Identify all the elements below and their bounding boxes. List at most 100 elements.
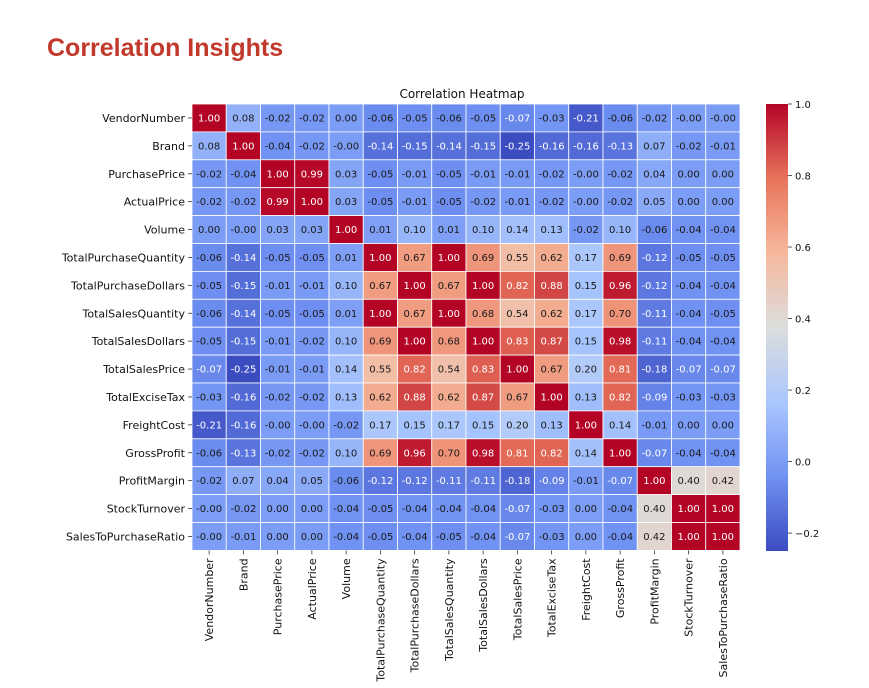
heatmap-cell-value: 0.88: [403, 392, 425, 403]
x-tick-label: TotalPurchaseDollars: [409, 558, 422, 673]
heatmap-cell: [362, 131, 398, 161]
heatmap-cell: [499, 522, 535, 551]
heatmap-cell: [260, 494, 296, 523]
heatmap-cell: [191, 298, 227, 328]
heatmap-cell: [465, 354, 501, 384]
heatmap-cell-value: -0.04: [676, 225, 702, 236]
heatmap-cell-value: -0.01: [265, 281, 291, 292]
heatmap-cell-value: -0.18: [641, 365, 667, 376]
heatmap-cell-value: 0.40: [677, 476, 699, 487]
heatmap-cell-value: -0.01: [641, 420, 667, 431]
heatmap-cell-value: -0.04: [710, 337, 736, 348]
heatmap-cell-value: -0.11: [641, 337, 667, 348]
heatmap-cell-value: -0.12: [641, 281, 667, 292]
heatmap-cell-value: 0.81: [506, 448, 528, 459]
heatmap-cell-value: -0.21: [573, 113, 599, 124]
heatmap-cell-value: -0.06: [641, 225, 667, 236]
x-tick-label: VendorNumber: [203, 558, 216, 641]
heatmap-cell-value: -0.05: [367, 504, 393, 515]
heatmap-cell-value: -0.21: [196, 420, 222, 431]
heatmap-cell-value: -0.00: [676, 113, 702, 124]
heatmap-cell: [534, 494, 570, 523]
heatmap-cell: [294, 326, 330, 356]
heatmap-cell: [260, 131, 296, 161]
heatmap-cell-value: 0.67: [403, 253, 425, 264]
heatmap-cell: [534, 159, 570, 189]
heatmap-cell: [636, 410, 672, 440]
heatmap-cell-value: 0.98: [472, 448, 494, 459]
heatmap-cell: [397, 187, 433, 216]
heatmap-cell-value: -0.12: [367, 476, 393, 487]
heatmap-cell-value: 0.14: [335, 365, 357, 376]
heatmap-cell: [636, 354, 672, 384]
heatmap-cell: [225, 131, 261, 161]
heatmap-cell-value: 1.00: [369, 253, 391, 264]
heatmap-cell: [534, 270, 570, 300]
heatmap-cell-value: 0.55: [506, 253, 528, 264]
heatmap-cell: [636, 159, 672, 189]
heatmap-cell-value: -0.03: [676, 392, 702, 403]
heatmap-cell-value: 0.13: [335, 392, 357, 403]
heatmap-cell-value: 0.15: [575, 281, 597, 292]
chart-title: Correlation Heatmap: [399, 87, 524, 101]
heatmap-cell: [328, 270, 364, 300]
heatmap-cell-value: 0.04: [643, 169, 665, 180]
heatmap-cell-value: -0.04: [265, 141, 291, 152]
heatmap-cell-value: -0.05: [196, 337, 222, 348]
heatmap-cell: [431, 522, 467, 551]
x-tick-label: TotalSalesQuantity: [443, 558, 456, 662]
heatmap-cell: [705, 215, 741, 244]
heatmap-cell: [465, 131, 501, 161]
x-tick-label: Volume: [340, 558, 353, 599]
heatmap-cell-value: 0.03: [266, 225, 288, 236]
x-tick-label: Brand: [237, 558, 250, 591]
heatmap-cell: [705, 438, 741, 468]
heatmap-cell-value: -0.04: [676, 337, 702, 348]
heatmap-cell-value: -0.06: [367, 113, 393, 124]
heatmap-cell: [328, 354, 364, 384]
heatmap-cell: [328, 326, 364, 356]
heatmap-cell: [362, 382, 398, 412]
y-tick-label: GrossProfit: [125, 447, 185, 460]
heatmap-cell-value: -0.15: [230, 337, 256, 348]
y-tick-label: TotalSalesPrice: [102, 363, 185, 376]
heatmap-cell-value: -0.14: [436, 141, 462, 152]
heatmap-cell: [499, 494, 535, 523]
heatmap-cell-value: 0.10: [403, 225, 425, 236]
heatmap-cell-value: -0.02: [607, 169, 633, 180]
x-axis-labels: VendorNumber Brand PurchasePrice ActualPric…: [203, 550, 730, 683]
heatmap-cell: [465, 410, 501, 440]
heatmap-cell-value: 0.40: [643, 504, 665, 515]
heatmap-cell-value: 0.03: [301, 225, 323, 236]
heatmap-cell-value: -0.05: [436, 197, 462, 208]
heatmap-cell: [465, 438, 501, 468]
heatmap-cell-value: 0.00: [677, 197, 699, 208]
heatmap-cell-value: 0.81: [609, 365, 631, 376]
heatmap-cell: [465, 522, 501, 551]
heatmap-cell-value: -0.06: [196, 448, 222, 459]
heatmap-cell: [705, 298, 741, 328]
heatmap-cell-value: 0.82: [609, 392, 631, 403]
heatmap-cell: [636, 103, 672, 133]
heatmap-cell: [465, 215, 501, 244]
heatmap-cell-value: -0.06: [333, 476, 359, 487]
heatmap-cell-value: -0.05: [676, 253, 702, 264]
heatmap-cell: [568, 243, 604, 272]
heatmap-cell: [636, 438, 672, 468]
heatmap-cell-value: 0.62: [369, 392, 391, 403]
x-tick-label: SalesToPurchaseRatio: [717, 558, 730, 677]
heatmap-cell-value: 0.17: [575, 253, 597, 264]
heatmap-cell: [465, 494, 501, 523]
heatmap-cell-value: -0.02: [196, 197, 222, 208]
heatmap-cell-value: -0.05: [436, 532, 462, 543]
heatmap-cell-value: -0.01: [265, 365, 291, 376]
heatmap-cell-value: -0.05: [299, 253, 325, 264]
heatmap-cell-value: -0.04: [333, 532, 359, 543]
heatmap-cell: [636, 382, 672, 412]
heatmap-cell-value: -0.06: [436, 113, 462, 124]
heatmap-cell-value: -0.01: [504, 197, 530, 208]
heatmap-cell: [671, 466, 707, 496]
heatmap-cell-value: -0.03: [539, 504, 565, 515]
heatmap-cell: [671, 298, 707, 328]
heatmap-cell-value: 0.03: [335, 169, 357, 180]
